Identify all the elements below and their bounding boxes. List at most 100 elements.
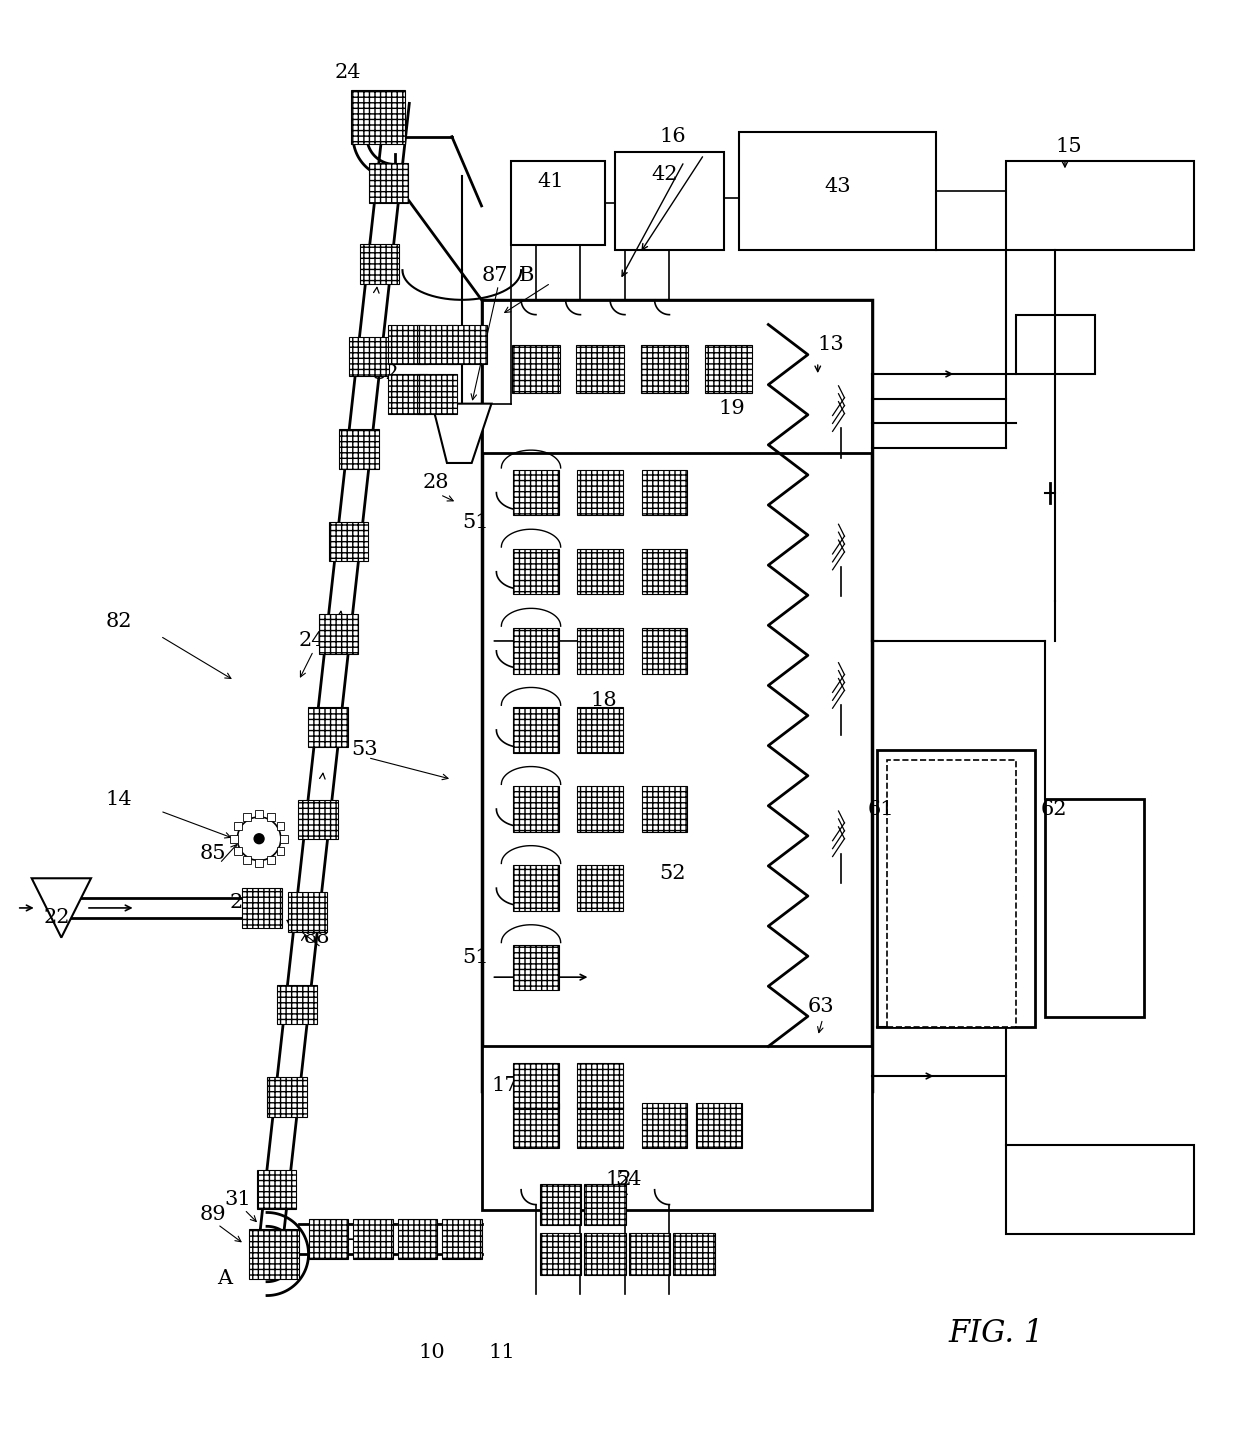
Bar	[578, 1063, 622, 1109]
Text: 24: 24	[299, 632, 325, 650]
Bar	[513, 865, 559, 910]
Text: FIG. 1: FIG. 1	[949, 1317, 1043, 1349]
Text: 32: 32	[373, 364, 399, 383]
Bar	[897, 839, 976, 897]
Bar	[696, 1102, 742, 1149]
Bar	[267, 1077, 306, 1117]
Bar	[319, 614, 358, 653]
Text: 63: 63	[808, 998, 835, 1016]
Bar	[1006, 1146, 1194, 1234]
Polygon shape	[32, 878, 91, 938]
Bar	[418, 375, 456, 414]
Text: 62: 62	[1040, 800, 1066, 819]
Bar	[233, 847, 242, 855]
Text: 21: 21	[229, 893, 255, 912]
Text: 10: 10	[419, 1343, 445, 1362]
Bar	[309, 1220, 348, 1259]
Text: 14: 14	[105, 790, 133, 809]
Text: 51: 51	[461, 513, 489, 531]
Bar	[329, 521, 368, 562]
Bar	[673, 1233, 715, 1275]
Text: 24: 24	[335, 62, 361, 81]
Polygon shape	[432, 404, 491, 463]
Bar	[539, 1233, 582, 1275]
Bar	[278, 984, 317, 1024]
Bar	[268, 813, 275, 822]
Bar	[277, 847, 284, 855]
Text: 31: 31	[224, 1191, 252, 1210]
Bar	[277, 822, 284, 831]
Text: 61: 61	[867, 800, 894, 819]
Text: 17: 17	[491, 1076, 518, 1095]
Bar	[268, 857, 275, 864]
Bar	[642, 470, 687, 515]
Bar	[539, 1183, 582, 1225]
Bar	[641, 346, 688, 393]
Bar	[584, 1183, 626, 1225]
Bar	[280, 835, 288, 842]
Text: A: A	[217, 1269, 232, 1288]
Bar	[257, 1170, 296, 1210]
Bar	[353, 1220, 393, 1259]
Bar	[1045, 799, 1145, 1016]
Bar	[887, 759, 1016, 1027]
Text: 89: 89	[200, 1205, 227, 1224]
Text: 15: 15	[1055, 136, 1081, 155]
Bar	[513, 1063, 559, 1109]
Bar	[615, 151, 724, 250]
Bar	[642, 1102, 687, 1149]
Bar	[255, 860, 263, 867]
Text: 28: 28	[423, 473, 449, 492]
Text: 54: 54	[615, 1170, 641, 1189]
Bar	[584, 1233, 626, 1275]
Bar	[511, 161, 605, 245]
Text: 16: 16	[660, 128, 686, 147]
Bar	[298, 800, 337, 839]
Text: B: B	[518, 266, 533, 285]
Text: 88: 88	[304, 928, 330, 947]
Bar	[309, 707, 348, 746]
Bar	[231, 835, 238, 842]
Text: 11: 11	[489, 1343, 515, 1362]
Bar	[513, 944, 559, 990]
Bar	[578, 865, 622, 910]
Bar	[642, 629, 687, 674]
Text: 53: 53	[351, 741, 378, 759]
Bar	[578, 470, 622, 515]
Text: 42: 42	[651, 164, 678, 184]
Bar	[368, 163, 408, 203]
Bar	[877, 749, 1035, 1027]
Bar	[1006, 161, 1194, 250]
Bar	[243, 857, 250, 864]
Bar	[578, 1102, 622, 1149]
Text: 19: 19	[719, 399, 745, 418]
Bar	[578, 787, 622, 832]
Bar	[513, 470, 559, 515]
Bar	[513, 1102, 559, 1149]
Text: 43: 43	[825, 177, 851, 196]
Bar	[481, 1047, 872, 1210]
Bar	[398, 1220, 436, 1259]
Bar	[233, 822, 242, 831]
Text: 13: 13	[817, 335, 844, 354]
Bar	[351, 90, 405, 144]
Bar	[418, 325, 456, 364]
Text: 52: 52	[660, 864, 686, 883]
Bar	[255, 810, 263, 817]
Bar	[642, 787, 687, 832]
Bar	[512, 346, 559, 393]
Circle shape	[237, 817, 280, 861]
Text: 82: 82	[105, 611, 133, 630]
Bar	[340, 430, 378, 469]
Bar	[642, 549, 687, 594]
Bar	[388, 325, 428, 364]
Text: 87: 87	[481, 266, 508, 285]
Bar	[578, 549, 622, 594]
Text: 18: 18	[590, 691, 618, 710]
Bar	[249, 1230, 299, 1279]
Bar	[629, 1233, 671, 1275]
Text: 41: 41	[537, 171, 564, 190]
Bar	[513, 549, 559, 594]
Bar	[288, 892, 327, 932]
Bar	[513, 707, 559, 752]
